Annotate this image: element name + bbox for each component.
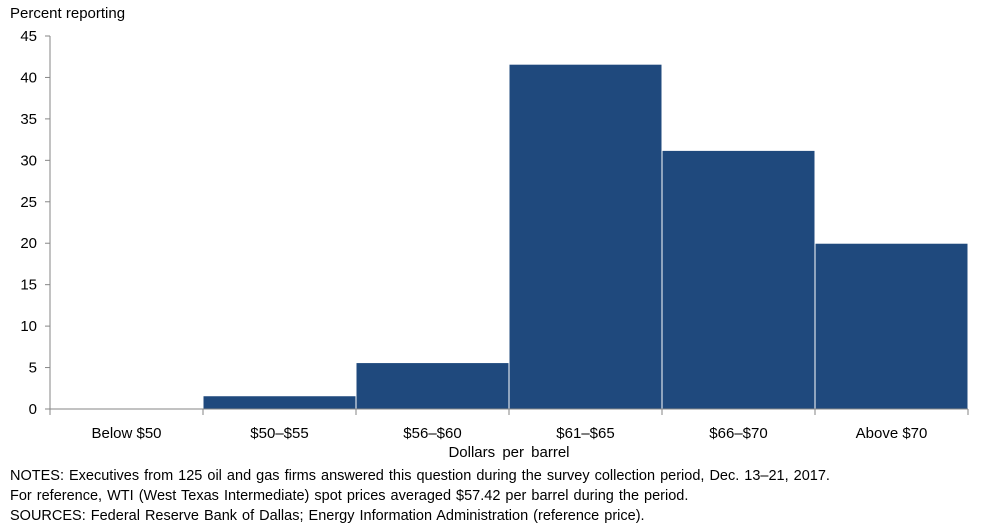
y-tick-label: 5 <box>29 360 37 377</box>
bar-3 <box>508 63 663 410</box>
x-axis-title: Dollars per barrel <box>448 444 569 461</box>
y-axis-title: Percent reporting <box>10 5 125 22</box>
x-tick-label: $56–$60 <box>403 425 461 442</box>
y-tick-label: 0 <box>29 401 37 418</box>
bar-5 <box>814 242 969 410</box>
y-tick-label: 10 <box>20 318 37 335</box>
y-tick-label: 20 <box>20 235 37 252</box>
x-tick-label: $66–$70 <box>709 425 767 442</box>
x-tick-label: $50–$55 <box>250 425 308 442</box>
bar-1 <box>202 395 357 410</box>
bar-2 <box>355 362 510 410</box>
y-tick-label: 25 <box>20 194 37 211</box>
x-axis-ticks: Below $50 $50–$55 $56–$60 $61–$65 $66–$70 Abo… <box>49 409 969 442</box>
notes-line: NOTES: Executives from 125 oil and gas f… <box>10 468 830 484</box>
y-tick-label: 15 <box>20 277 37 294</box>
y-tick-label: 45 <box>20 28 37 45</box>
y-tick-label: 35 <box>20 111 37 128</box>
y-tick-label: 40 <box>20 69 37 86</box>
sources-line: SOURCES: Federal Reserve Bank of Dallas;… <box>10 508 645 524</box>
y-tick-label: 30 <box>20 152 37 169</box>
reference-line: For reference, WTI (West Texas Intermedi… <box>10 488 689 504</box>
x-tick-label: Below $50 <box>91 425 161 442</box>
y-axis-ticks: 0 5 10 15 20 25 30 35 40 45 <box>20 28 50 418</box>
x-tick-label: $61–$65 <box>556 425 614 442</box>
bar-chart: Percent reporting 0 5 10 15 20 25 30 35 40 45 Bel… <box>10 5 969 461</box>
x-tick-label: Above $70 <box>856 425 928 442</box>
chart-notes: NOTES: Executives from 125 oil and gas f… <box>10 466 990 526</box>
bars-group <box>202 63 969 410</box>
bar-4 <box>661 149 816 410</box>
